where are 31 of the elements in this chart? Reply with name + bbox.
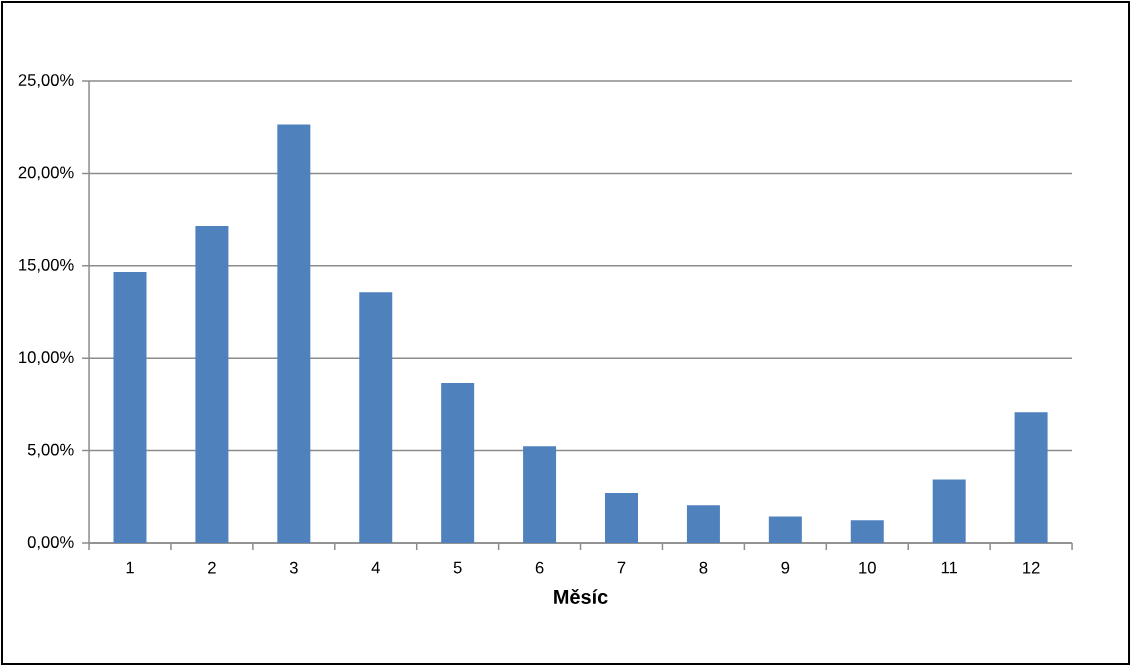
bar xyxy=(1014,412,1048,543)
x-tick-label: 2 xyxy=(208,561,216,574)
x-tick-label: 7 xyxy=(617,561,626,574)
x-tick-label: 10 xyxy=(859,561,876,574)
y-tick-label: 5,00% xyxy=(27,443,74,458)
bar xyxy=(113,272,147,543)
x-axis-title: Měsíc xyxy=(554,588,608,604)
bar xyxy=(605,492,639,543)
bar xyxy=(850,520,884,543)
bar xyxy=(277,124,311,543)
x-tick-label: 12 xyxy=(1023,561,1040,574)
bar xyxy=(932,479,966,543)
bar xyxy=(195,226,229,543)
bar xyxy=(523,446,557,543)
y-tick-label: 20,00% xyxy=(18,166,74,181)
x-tick-label: 3 xyxy=(289,561,298,574)
bar xyxy=(768,516,802,543)
x-tick-label: 1 xyxy=(126,561,134,574)
x-tick-label: 5 xyxy=(453,561,462,574)
x-tick-label: 11 xyxy=(941,561,957,574)
bar xyxy=(359,292,393,543)
y-tick-label: 0,00% xyxy=(27,536,74,550)
x-tick-label: 8 xyxy=(699,561,708,574)
bar xyxy=(686,505,720,543)
y-tick-label: 10,00% xyxy=(19,351,74,366)
x-tick-label: 6 xyxy=(535,561,544,574)
y-tick-label: 25,00% xyxy=(18,74,74,88)
x-tick-label: 9 xyxy=(781,561,790,574)
bar xyxy=(441,382,475,543)
x-tick-label: 4 xyxy=(371,561,380,574)
y-tick-label: 15,00% xyxy=(19,258,74,273)
